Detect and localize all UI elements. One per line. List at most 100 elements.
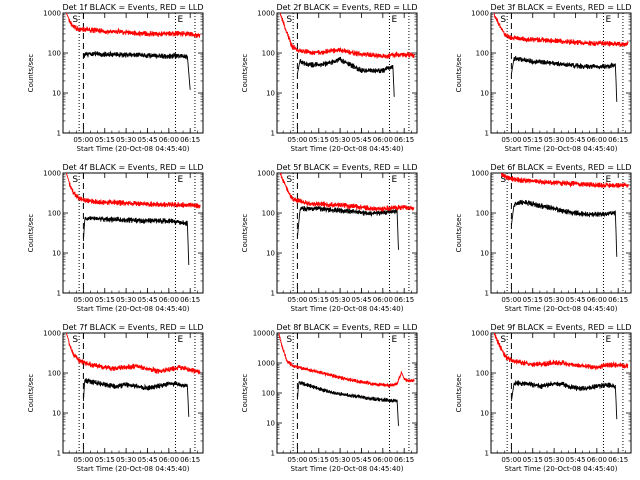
chart-6-ytick-label: 10 xyxy=(480,250,489,258)
chart-7-xtick-label: 05:30 xyxy=(116,456,136,464)
chart-1-ytick-label: 10 xyxy=(52,90,61,98)
chart-8-title: Det 8f BLACK = Events, RED = LLD xyxy=(276,323,417,332)
chart-4-xtick-label: 05:30 xyxy=(116,296,136,304)
chart-3-xtick-label: 05:30 xyxy=(544,136,564,144)
chart-4-ytick-label: 1000 xyxy=(43,170,61,178)
chart-1-xtick-label: 06:00 xyxy=(159,136,179,144)
chart-4-title: Det 4f BLACK = Events, RED = LLD xyxy=(62,163,203,172)
chart-1-end-marker-label: E xyxy=(177,15,183,25)
chart-6-ylabel: Counts/sec xyxy=(455,214,463,253)
chart-8-xtick-label: 05:00 xyxy=(287,456,307,464)
chart-2-series-lld-line xyxy=(279,13,415,59)
chart-9-ylabel: Counts/sec xyxy=(455,374,463,413)
chart-9-ytick-label: 100 xyxy=(476,370,489,378)
chart-7-ytick-label: 100 xyxy=(48,370,61,378)
chart-8-xtick-label: 05:45 xyxy=(351,456,371,464)
chart-6-ytick-label: 1000 xyxy=(471,170,489,178)
chart-4-ytick-label: 1 xyxy=(57,290,61,298)
chart-4: Det 4f BLACK = Events, RED = LLD 1 10 100 10… xyxy=(27,163,204,313)
chart-5-xtick-label: 05:00 xyxy=(287,296,307,304)
chart-4-xtick-label: 05:00 xyxy=(73,296,93,304)
chart-2-xtick-label: 06:00 xyxy=(373,136,393,144)
chart-4-xtick-label: 05:15 xyxy=(95,296,115,304)
chart-9-start-marker-label: S xyxy=(500,335,506,345)
chart-2-xtick-label: 05:45 xyxy=(351,136,371,144)
chart-4-series-events-line xyxy=(82,215,190,266)
chart-8-ytick-label: 1 xyxy=(271,450,275,458)
chart-4-ytick-label: 100 xyxy=(48,210,61,218)
chart-3-series-events-line xyxy=(510,55,618,102)
chart-3-ylabel: Counts/sec xyxy=(455,54,463,93)
chart-1-title: Det 1f BLACK = Events, RED = LLD xyxy=(62,3,203,12)
chart-5-end-marker-label: E xyxy=(391,175,397,185)
chart-2-ytick-label: 1 xyxy=(271,130,275,138)
chart-8-ytick-label: 10000 xyxy=(253,330,275,338)
chart-2-start-marker-label: S xyxy=(286,15,292,25)
chart-3-xtick-label: 06:00 xyxy=(587,136,607,144)
chart-8-ytick-label: 10 xyxy=(266,420,275,428)
chart-1-ylabel: Counts/sec xyxy=(27,54,35,93)
chart-9-xtick-label: 06:15 xyxy=(608,456,628,464)
chart-6: Det 6f BLACK = Events, RED = LLD 1 10 100 10… xyxy=(455,163,632,313)
chart-7-xtick-label: 05:45 xyxy=(137,456,157,464)
chart-5-xtick-label: 05:45 xyxy=(351,296,371,304)
chart-5-xlabel: Start Time (20-Oct-08 04:45:40) xyxy=(291,305,404,313)
chart-6-ytick-label: 100 xyxy=(476,210,489,218)
chart-3-end-marker-label: E xyxy=(605,15,611,25)
chart-1-xtick-label: 05:30 xyxy=(116,136,136,144)
chart-2-ytick-label: 10 xyxy=(266,90,275,98)
chart-7-xtick-label: 05:00 xyxy=(73,456,93,464)
chart-3-series-lld-line xyxy=(493,13,629,47)
chart-6-series-events-line xyxy=(510,199,618,257)
chart-1-series-lld-line xyxy=(65,13,201,38)
chart-1-ytick-label: 1000 xyxy=(43,10,61,18)
chart-5-xtick-label: 06:00 xyxy=(373,296,393,304)
chart-4-xlabel: Start Time (20-Oct-08 04:45:40) xyxy=(77,305,190,313)
chart-2-ytick-label: 1000 xyxy=(257,10,275,18)
chart-1-xtick-label: 05:15 xyxy=(95,136,115,144)
chart-1-start-marker-label: S xyxy=(72,15,78,25)
chart-5-xtick-label: 06:15 xyxy=(394,296,414,304)
chart-7-xlabel: Start Time (20-Oct-08 04:45:40) xyxy=(77,465,190,473)
chart-9-series-lld-line xyxy=(493,333,629,370)
chart-5-series-lld-line xyxy=(279,173,415,212)
chart-8-series-events-line xyxy=(296,381,399,426)
chart-5-start-marker-label: S xyxy=(286,175,292,185)
chart-9: Det 9f BLACK = Events, RED = LLD 1 10 100 10… xyxy=(455,323,632,473)
chart-1-ytick-label: 100 xyxy=(48,50,61,58)
chart-8-ytick-label: 1000 xyxy=(257,360,275,368)
chart-6-xtick-label: 05:30 xyxy=(544,296,564,304)
chart-8: Det 8f BLACK = Events, RED = LLD 1 10 100 10… xyxy=(241,323,418,473)
chart-6-series-lld-line xyxy=(500,173,629,189)
chart-5-ylabel: Counts/sec xyxy=(241,214,249,253)
chart-2-xtick-label: 06:15 xyxy=(394,136,414,144)
chart-2-xtick-label: 05:00 xyxy=(287,136,307,144)
chart-5-title: Det 5f BLACK = Events, RED = LLD xyxy=(276,163,417,172)
chart-3-xtick-label: 05:00 xyxy=(501,136,521,144)
chart-1-series-events-line xyxy=(82,50,191,90)
chart-8-xtick-label: 06:00 xyxy=(373,456,393,464)
chart-7-start-marker-label: S xyxy=(72,335,78,345)
chart-3-xlabel: Start Time (20-Oct-08 04:45:40) xyxy=(505,145,618,153)
chart-9-xtick-label: 05:00 xyxy=(501,456,521,464)
chart-2-xtick-label: 05:30 xyxy=(330,136,350,144)
chart-9-title: Det 9f BLACK = Events, RED = LLD xyxy=(490,323,631,332)
chart-3-ytick-label: 100 xyxy=(476,50,489,58)
chart-6-ytick-label: 1 xyxy=(485,290,489,298)
chart-3-ytick-label: 1000 xyxy=(471,10,489,18)
chart-4-start-marker-label: S xyxy=(72,175,78,185)
chart-2-ytick-label: 100 xyxy=(262,50,275,58)
chart-6-xlabel: Start Time (20-Oct-08 04:45:40) xyxy=(505,305,618,313)
chart-6-xtick-label: 05:15 xyxy=(523,296,543,304)
chart-1: Det 1f BLACK = Events, RED = LLD 1 10 100 10… xyxy=(27,3,204,153)
chart-5-ytick-label: 100 xyxy=(262,210,275,218)
chart-3-xtick-label: 06:15 xyxy=(608,136,628,144)
chart-7-ytick-label: 1 xyxy=(57,450,61,458)
chart-7-series-lld-line xyxy=(65,333,201,375)
chart-9-series-events-line xyxy=(510,380,618,420)
chart-4-xtick-label: 05:45 xyxy=(137,296,157,304)
chart-7-xtick-label: 06:15 xyxy=(180,456,200,464)
chart-5-xtick-label: 05:30 xyxy=(330,296,350,304)
chart-4-series-lld-line xyxy=(65,173,201,209)
